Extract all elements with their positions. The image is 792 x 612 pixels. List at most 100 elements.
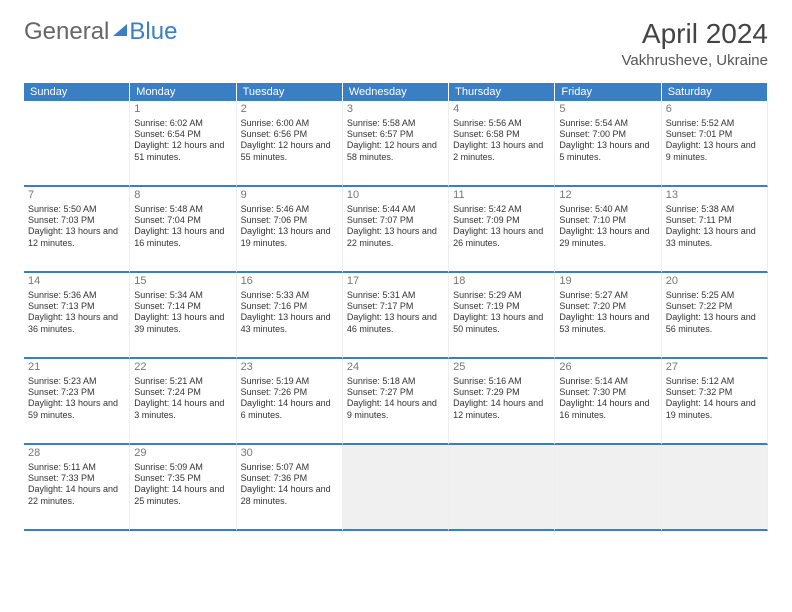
daylight-text: Daylight: 13 hours and 43 minutes. xyxy=(241,312,338,335)
calendar-cell xyxy=(24,101,130,187)
sunset-text: Sunset: 7:19 PM xyxy=(453,301,550,312)
day-number: 16 xyxy=(241,275,338,289)
day-header: Sunday xyxy=(24,83,130,101)
calendar-cell: 25Sunrise: 5:16 AMSunset: 7:29 PMDayligh… xyxy=(449,359,555,445)
sunset-text: Sunset: 7:22 PM xyxy=(666,301,763,312)
calendar-cell: 5Sunrise: 5:54 AMSunset: 7:00 PMDaylight… xyxy=(555,101,661,187)
day-number: 10 xyxy=(347,189,444,203)
daylight-text: Daylight: 13 hours and 46 minutes. xyxy=(347,312,444,335)
calendar-cell: 10Sunrise: 5:44 AMSunset: 7:07 PMDayligh… xyxy=(343,187,449,273)
day-number: 20 xyxy=(666,275,763,289)
daylight-text: Daylight: 13 hours and 9 minutes. xyxy=(666,140,763,163)
day-number: 5 xyxy=(559,103,656,117)
sunset-text: Sunset: 7:33 PM xyxy=(28,473,125,484)
daylight-text: Daylight: 13 hours and 39 minutes. xyxy=(134,312,231,335)
calendar-cell: 12Sunrise: 5:40 AMSunset: 7:10 PMDayligh… xyxy=(555,187,661,273)
sunset-text: Sunset: 6:57 PM xyxy=(347,129,444,140)
daylight-text: Daylight: 13 hours and 26 minutes. xyxy=(453,226,550,249)
day-number: 9 xyxy=(241,189,338,203)
day-number: 2 xyxy=(241,103,338,117)
sunset-text: Sunset: 7:17 PM xyxy=(347,301,444,312)
daylight-text: Daylight: 13 hours and 56 minutes. xyxy=(666,312,763,335)
sunrise-text: Sunrise: 6:00 AM xyxy=(241,118,338,129)
daylight-text: Daylight: 13 hours and 16 minutes. xyxy=(134,226,231,249)
sunrise-text: Sunrise: 5:56 AM xyxy=(453,118,550,129)
day-number: 13 xyxy=(666,189,763,203)
sunset-text: Sunset: 7:23 PM xyxy=(28,387,125,398)
day-number: 26 xyxy=(559,361,656,375)
calendar-cell: 2Sunrise: 6:00 AMSunset: 6:56 PMDaylight… xyxy=(237,101,343,187)
daylight-text: Daylight: 13 hours and 22 minutes. xyxy=(347,226,444,249)
calendar-cell: 30Sunrise: 5:07 AMSunset: 7:36 PMDayligh… xyxy=(237,445,343,531)
daylight-text: Daylight: 14 hours and 28 minutes. xyxy=(241,484,338,507)
calendar-cell: 15Sunrise: 5:34 AMSunset: 7:14 PMDayligh… xyxy=(130,273,236,359)
calendar-cell: 19Sunrise: 5:27 AMSunset: 7:20 PMDayligh… xyxy=(555,273,661,359)
sunset-text: Sunset: 7:24 PM xyxy=(134,387,231,398)
calendar-cell xyxy=(343,445,449,531)
sunset-text: Sunset: 7:32 PM xyxy=(666,387,763,398)
sunrise-text: Sunrise: 6:02 AM xyxy=(134,118,231,129)
sunrise-text: Sunrise: 5:18 AM xyxy=(347,376,444,387)
sunrise-text: Sunrise: 5:46 AM xyxy=(241,204,338,215)
calendar-cell: 3Sunrise: 5:58 AMSunset: 6:57 PMDaylight… xyxy=(343,101,449,187)
sunset-text: Sunset: 7:01 PM xyxy=(666,129,763,140)
sunrise-text: Sunrise: 5:09 AM xyxy=(134,462,231,473)
sunrise-text: Sunrise: 5:07 AM xyxy=(241,462,338,473)
daylight-text: Daylight: 14 hours and 3 minutes. xyxy=(134,398,231,421)
calendar-cell: 21Sunrise: 5:23 AMSunset: 7:23 PMDayligh… xyxy=(24,359,130,445)
calendar-cell: 13Sunrise: 5:38 AMSunset: 7:11 PMDayligh… xyxy=(662,187,768,273)
sunrise-text: Sunrise: 5:16 AM xyxy=(453,376,550,387)
daylight-text: Daylight: 14 hours and 9 minutes. xyxy=(347,398,444,421)
daylight-text: Daylight: 14 hours and 22 minutes. xyxy=(28,484,125,507)
sunset-text: Sunset: 7:09 PM xyxy=(453,215,550,226)
day-number: 18 xyxy=(453,275,550,289)
day-number: 11 xyxy=(453,189,550,203)
daylight-text: Daylight: 13 hours and 36 minutes. xyxy=(28,312,125,335)
logo-text-blue: Blue xyxy=(129,18,177,46)
calendar-cell: 4Sunrise: 5:56 AMSunset: 6:58 PMDaylight… xyxy=(449,101,555,187)
calendar-page: General Blue April 2024 Vakhrusheve, Ukr… xyxy=(0,0,792,531)
day-number: 3 xyxy=(347,103,444,117)
daylight-text: Daylight: 14 hours and 6 minutes. xyxy=(241,398,338,421)
day-number: 14 xyxy=(28,275,125,289)
calendar-cell: 29Sunrise: 5:09 AMSunset: 7:35 PMDayligh… xyxy=(130,445,236,531)
day-number: 29 xyxy=(134,447,231,461)
sunrise-text: Sunrise: 5:58 AM xyxy=(347,118,444,129)
sunset-text: Sunset: 7:20 PM xyxy=(559,301,656,312)
calendar-cell: 26Sunrise: 5:14 AMSunset: 7:30 PMDayligh… xyxy=(555,359,661,445)
calendar-cell: 11Sunrise: 5:42 AMSunset: 7:09 PMDayligh… xyxy=(449,187,555,273)
day-number: 1 xyxy=(134,103,231,117)
calendar-cell: 9Sunrise: 5:46 AMSunset: 7:06 PMDaylight… xyxy=(237,187,343,273)
day-number: 12 xyxy=(559,189,656,203)
calendar-cell: 7Sunrise: 5:50 AMSunset: 7:03 PMDaylight… xyxy=(24,187,130,273)
daylight-text: Daylight: 14 hours and 25 minutes. xyxy=(134,484,231,507)
day-header: Monday xyxy=(130,83,236,101)
day-number: 22 xyxy=(134,361,231,375)
calendar-cell xyxy=(555,445,661,531)
sunrise-text: Sunrise: 5:44 AM xyxy=(347,204,444,215)
calendar-cell: 18Sunrise: 5:29 AMSunset: 7:19 PMDayligh… xyxy=(449,273,555,359)
daylight-text: Daylight: 14 hours and 16 minutes. xyxy=(559,398,656,421)
sunrise-text: Sunrise: 5:23 AM xyxy=(28,376,125,387)
daylight-text: Daylight: 12 hours and 51 minutes. xyxy=(134,140,231,163)
sunrise-text: Sunrise: 5:21 AM xyxy=(134,376,231,387)
sunset-text: Sunset: 7:36 PM xyxy=(241,473,338,484)
day-header: Saturday xyxy=(662,83,768,101)
daylight-text: Daylight: 13 hours and 2 minutes. xyxy=(453,140,550,163)
calendar-cell: 1Sunrise: 6:02 AMSunset: 6:54 PMDaylight… xyxy=(130,101,236,187)
day-number: 23 xyxy=(241,361,338,375)
daylight-text: Daylight: 13 hours and 19 minutes. xyxy=(241,226,338,249)
day-number: 6 xyxy=(666,103,763,117)
sunset-text: Sunset: 7:11 PM xyxy=(666,215,763,226)
day-number: 30 xyxy=(241,447,338,461)
calendar-cell xyxy=(662,445,768,531)
daylight-text: Daylight: 12 hours and 58 minutes. xyxy=(347,140,444,163)
daylight-text: Daylight: 13 hours and 59 minutes. xyxy=(28,398,125,421)
sunrise-text: Sunrise: 5:29 AM xyxy=(453,290,550,301)
day-number: 19 xyxy=(559,275,656,289)
location-label: Vakhrusheve, Ukraine xyxy=(622,52,768,69)
sunrise-text: Sunrise: 5:40 AM xyxy=(559,204,656,215)
sunset-text: Sunset: 6:58 PM xyxy=(453,129,550,140)
daylight-text: Daylight: 13 hours and 50 minutes. xyxy=(453,312,550,335)
sunrise-text: Sunrise: 5:12 AM xyxy=(666,376,763,387)
